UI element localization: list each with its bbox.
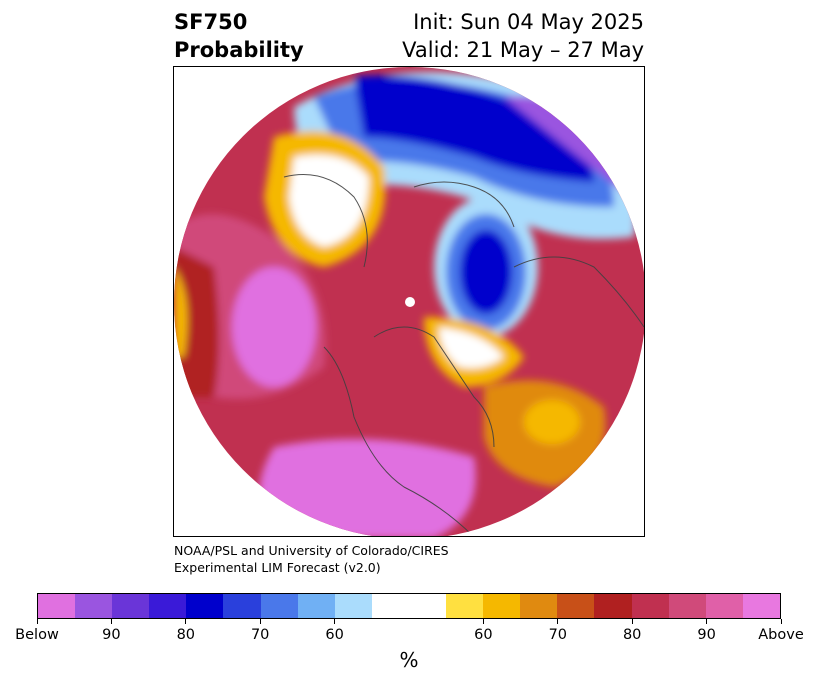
field-below-north: [354, 75, 594, 182]
field-neutral-labrador: [439, 327, 504, 369]
field-below-hudson: [460, 230, 512, 314]
colorbar-cell: [631, 594, 669, 618]
colorbar-tick: [259, 619, 261, 624]
colorbar-cell: [297, 594, 335, 618]
colorbar-tick-label: 60: [325, 627, 344, 643]
colorbar-cell: [483, 594, 521, 618]
colorbar-tick: [482, 619, 484, 624]
colorbar-cell: [594, 594, 632, 618]
colorbar-tick-label: 80: [622, 627, 642, 643]
colorbar-cell: [112, 594, 150, 618]
colorbar-cell: [260, 594, 298, 618]
credit-line-1: NOAA/PSL and University of Colorado/CIRE…: [174, 543, 449, 558]
product-title: Probability: [174, 38, 304, 62]
colorbar-tick: [631, 619, 633, 624]
colorbar-tick-label: 90: [697, 627, 716, 643]
colorbar-tick: [185, 619, 187, 624]
colorbar-tick: [706, 619, 708, 624]
forecast-map: [173, 66, 645, 537]
colorbar-tick-label: Below: [15, 627, 59, 643]
colorbar-tick: [780, 619, 782, 624]
colorbar-cell: [705, 594, 743, 618]
colorbar-cell: [557, 594, 595, 618]
title-block-right: Init: Sun 04 May 2025 Valid: 21 May – 27…: [402, 8, 644, 64]
colorbar-cell: [742, 594, 780, 618]
variable-title: SF750: [174, 10, 248, 34]
colorbar-tick: [334, 619, 336, 624]
field-above-60-atlantic-core: [524, 400, 580, 444]
colorbar-cell: [446, 594, 484, 618]
field-below-90-east: [504, 95, 644, 207]
colorbar-cell: [149, 594, 187, 618]
title-block-left: SF750 Probability: [174, 8, 304, 64]
colorbar-cell: [668, 594, 706, 618]
colorbar-tick-label: 80: [176, 627, 196, 643]
colorbar-tick: [557, 619, 559, 624]
field-above-60-edge: [174, 267, 188, 357]
pole-marker: [405, 297, 415, 307]
colorbar-tick-label: 90: [102, 627, 121, 643]
init-date: Init: Sun 04 May 2025: [413, 10, 644, 34]
colorbar-cell: [75, 594, 113, 618]
field-neutral-west: [289, 154, 369, 247]
field-above-pacific: [232, 267, 316, 387]
colorbar-unit: %: [399, 648, 419, 672]
colorbar-tick-label: Above: [758, 627, 804, 643]
credit-block: NOAA/PSL and University of Colorado/CIRE…: [174, 542, 449, 576]
colorbar-tick-label: 70: [250, 627, 270, 643]
colorbar-tick: [36, 619, 38, 624]
colorbar-tick-label: 60: [474, 627, 493, 643]
colorbar-tick: [110, 619, 112, 624]
colorbar-tick-label: 70: [548, 627, 568, 643]
field-above-usa: [259, 438, 476, 536]
polar-map-svg: [174, 67, 644, 536]
colorbar-cell: [38, 594, 76, 618]
colorbar-cell: [223, 594, 261, 618]
colorbar-cell: [371, 594, 447, 618]
credit-line-2: Experimental LIM Forecast (v2.0): [174, 560, 381, 575]
colorbar-cell: [334, 594, 372, 618]
field-above-80-eastpac: [174, 247, 219, 397]
valid-range: Valid: 21 May – 27 May: [402, 38, 644, 62]
colorbar: [37, 593, 781, 619]
colorbar-cell: [520, 594, 558, 618]
colorbar-cell: [186, 594, 224, 618]
coastlines: [283, 174, 644, 536]
